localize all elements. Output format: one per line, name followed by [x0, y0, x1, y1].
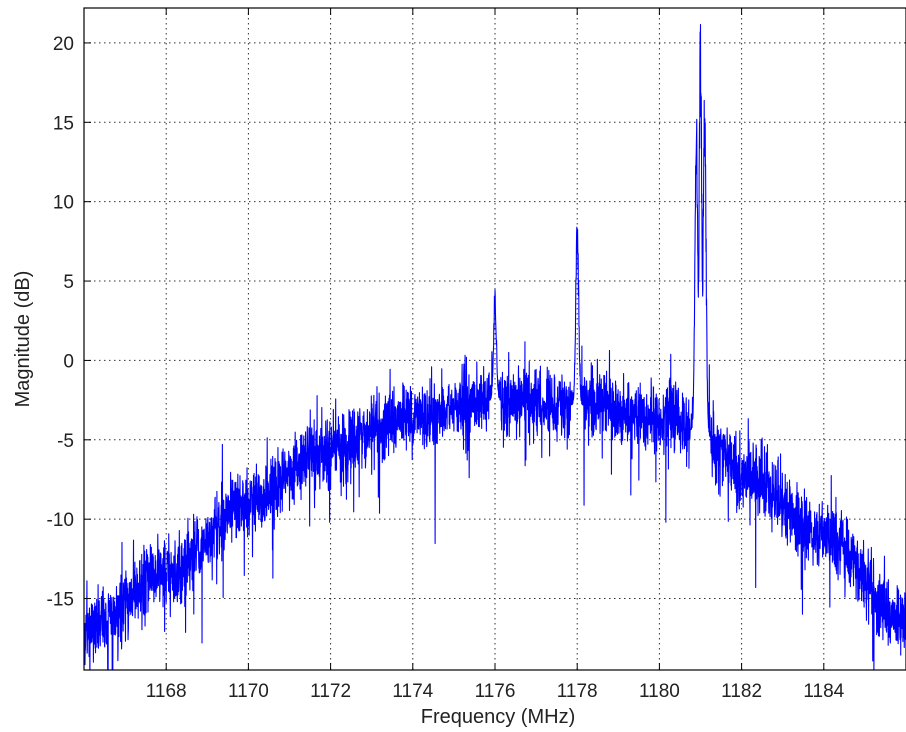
x-axis-label: Frequency (MHz): [421, 706, 575, 728]
y-tick-label: 15: [53, 113, 74, 134]
x-tick-label: 1172: [310, 681, 351, 702]
y-tick-label: -5: [57, 431, 74, 452]
x-tick-label: 1182: [721, 681, 762, 702]
grid-lines: [84, 8, 906, 670]
x-tick-label: 1168: [146, 681, 187, 702]
y-axis-ticks: -15 -10 -5 0 5 10 15 20: [47, 34, 91, 611]
x-tick-label: 1170: [228, 681, 269, 702]
y-axis-label: Magnitude (dB): [12, 271, 34, 408]
series-group: [84, 23, 906, 670]
y-tick-label: -15: [47, 590, 74, 611]
x-tick-label: 1180: [639, 681, 680, 702]
y-tick-label: -10: [47, 510, 74, 531]
y-tick-label: 0: [63, 351, 74, 372]
x-tick-label: 1178: [557, 681, 598, 702]
x-tick-label: 1176: [475, 681, 516, 702]
y-tick-label: 5: [63, 272, 74, 293]
y-tick-label: 10: [53, 193, 74, 214]
x-axis-ticks: 1168 1170 1172 1174 1176 1178 1180 1182 1184: [146, 8, 845, 702]
x-tick-label: 1174: [392, 681, 433, 702]
spectrum-series-line: [84, 23, 906, 670]
x-tick-label: 1184: [803, 681, 844, 702]
y-tick-label: 20: [53, 34, 74, 55]
